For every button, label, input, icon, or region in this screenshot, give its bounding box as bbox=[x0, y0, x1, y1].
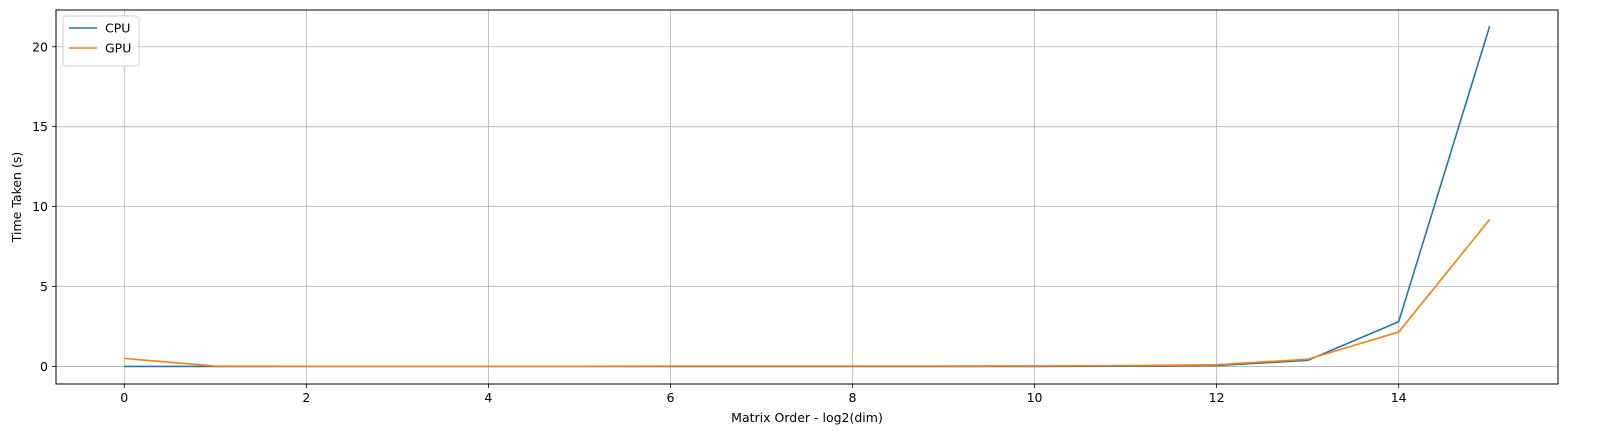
plot-area-frame bbox=[55, 9, 1559, 385]
axis-ticks: 0 2 4 6 8 10 12 14 0 5 10 15 20 bbox=[32, 39, 1407, 405]
series-lines bbox=[124, 25, 1491, 368]
x-tick-label: 12 bbox=[1209, 390, 1225, 405]
x-tick-label: 2 bbox=[302, 390, 310, 405]
legend: CPU GPU bbox=[62, 15, 140, 67]
x-tick-label: 14 bbox=[1391, 390, 1407, 405]
y-tick-label: 5 bbox=[40, 279, 48, 294]
y-tick-label: 10 bbox=[32, 199, 48, 214]
series-line-gpu bbox=[124, 218, 1491, 368]
x-axis-label: Matrix Order - log2(dim) bbox=[731, 410, 883, 425]
x-tick-label: 8 bbox=[849, 390, 857, 405]
y-tick-label: 0 bbox=[40, 359, 48, 374]
x-tick-label: 10 bbox=[1027, 390, 1043, 405]
legend-label-gpu: GPU bbox=[105, 41, 131, 56]
x-tick-label: 0 bbox=[120, 390, 128, 405]
grid bbox=[56, 10, 1558, 384]
y-axis-label: Time Taken (s) bbox=[9, 152, 24, 243]
y-tick-label: 15 bbox=[32, 119, 48, 134]
legend-label-cpu: CPU bbox=[105, 21, 130, 36]
x-tick-label: 6 bbox=[666, 390, 674, 405]
series-line-cpu bbox=[124, 25, 1491, 368]
y-tick-label: 20 bbox=[32, 39, 48, 54]
x-tick-label: 4 bbox=[484, 390, 492, 405]
